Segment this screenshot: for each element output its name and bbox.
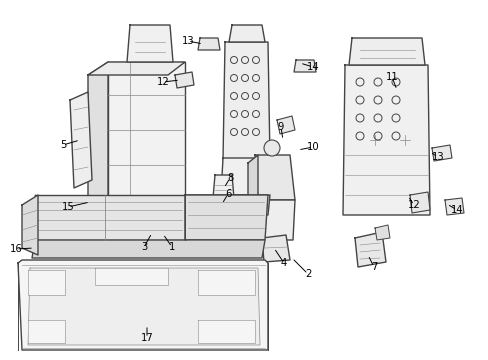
Polygon shape — [354, 232, 385, 267]
Polygon shape — [198, 320, 254, 343]
Polygon shape — [198, 270, 254, 295]
Polygon shape — [22, 195, 38, 255]
Text: 9: 9 — [277, 122, 284, 132]
Polygon shape — [431, 145, 451, 161]
Polygon shape — [28, 268, 260, 345]
Polygon shape — [213, 175, 234, 198]
Text: 2: 2 — [304, 269, 310, 279]
Polygon shape — [108, 62, 184, 230]
Polygon shape — [256, 200, 294, 240]
Text: 4: 4 — [280, 258, 286, 268]
Polygon shape — [254, 155, 294, 200]
Polygon shape — [88, 62, 184, 75]
Polygon shape — [223, 42, 269, 160]
Text: 3: 3 — [141, 242, 147, 252]
Polygon shape — [175, 72, 194, 88]
Polygon shape — [18, 260, 267, 350]
Text: 15: 15 — [61, 202, 74, 212]
Polygon shape — [348, 38, 424, 65]
Polygon shape — [444, 198, 463, 215]
Text: 5: 5 — [60, 140, 66, 150]
Text: 7: 7 — [370, 262, 376, 272]
Polygon shape — [247, 155, 258, 200]
Polygon shape — [262, 235, 289, 262]
Text: 1: 1 — [168, 242, 175, 252]
Text: 13: 13 — [182, 36, 194, 46]
Text: 17: 17 — [141, 333, 153, 343]
Polygon shape — [342, 65, 429, 215]
Polygon shape — [95, 268, 168, 285]
Text: 16: 16 — [10, 244, 22, 254]
Polygon shape — [115, 228, 178, 242]
Polygon shape — [127, 25, 173, 62]
Text: 10: 10 — [306, 142, 319, 152]
Polygon shape — [198, 38, 220, 50]
Polygon shape — [28, 270, 65, 295]
Polygon shape — [276, 116, 294, 134]
Polygon shape — [184, 195, 267, 240]
Circle shape — [264, 140, 280, 156]
Text: 13: 13 — [431, 152, 444, 162]
Polygon shape — [184, 195, 269, 215]
Polygon shape — [409, 192, 429, 213]
Polygon shape — [32, 240, 264, 258]
Text: 12: 12 — [407, 200, 420, 210]
Text: 14: 14 — [306, 62, 319, 72]
Text: 6: 6 — [224, 189, 231, 199]
Polygon shape — [293, 60, 315, 72]
Text: 8: 8 — [226, 173, 233, 183]
Polygon shape — [88, 62, 108, 230]
Polygon shape — [228, 25, 264, 42]
Polygon shape — [374, 225, 389, 240]
Polygon shape — [216, 198, 234, 218]
Polygon shape — [70, 92, 92, 188]
Polygon shape — [28, 320, 65, 343]
Polygon shape — [35, 195, 184, 240]
Polygon shape — [221, 158, 271, 195]
Text: 11: 11 — [385, 72, 398, 82]
Text: 14: 14 — [450, 205, 462, 215]
Text: 12: 12 — [156, 77, 169, 87]
